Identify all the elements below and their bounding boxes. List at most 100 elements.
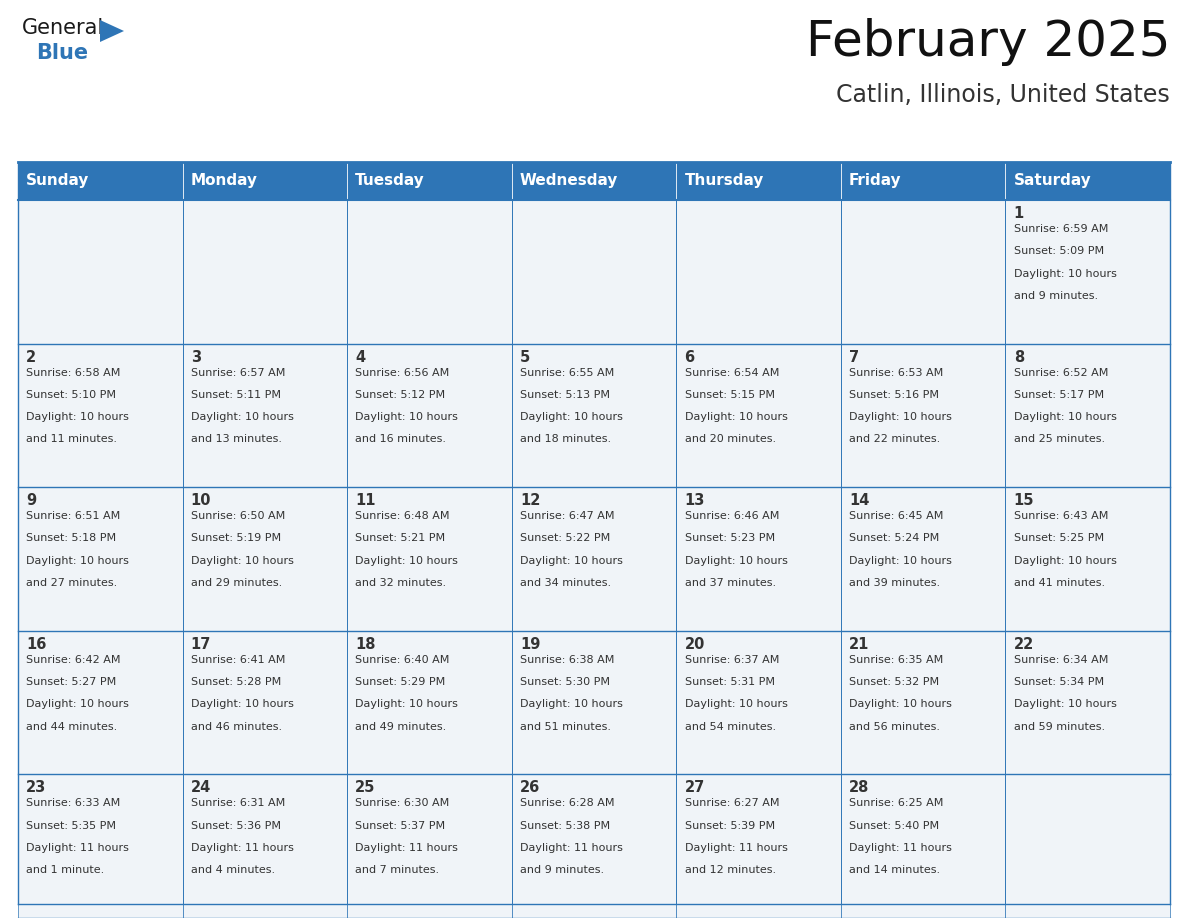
Text: Sunrise: 6:34 AM: Sunrise: 6:34 AM [1013, 655, 1108, 665]
Text: 16: 16 [26, 637, 46, 652]
Text: and 22 minutes.: and 22 minutes. [849, 434, 941, 444]
Text: Sunrise: 6:53 AM: Sunrise: 6:53 AM [849, 367, 943, 377]
Bar [1005, 487, 1170, 631]
Text: Daylight: 10 hours: Daylight: 10 hours [191, 555, 293, 565]
Text: Daylight: 11 hours: Daylight: 11 hours [191, 843, 293, 853]
Text: Sunrise: 6:30 AM: Sunrise: 6:30 AM [355, 799, 449, 809]
Bar [18, 343, 183, 487]
Text: Sunrise: 6:47 AM: Sunrise: 6:47 AM [520, 511, 614, 521]
Bar [18, 200, 183, 343]
Text: Daylight: 11 hours: Daylight: 11 hours [355, 843, 459, 853]
Bar [18, 162, 183, 200]
Text: and 54 minutes.: and 54 minutes. [684, 722, 776, 732]
Text: Sunset: 5:24 PM: Sunset: 5:24 PM [849, 533, 940, 543]
Text: 18: 18 [355, 637, 375, 652]
Text: Daylight: 10 hours: Daylight: 10 hours [26, 555, 129, 565]
Text: and 9 minutes.: and 9 minutes. [520, 865, 604, 875]
Text: Daylight: 11 hours: Daylight: 11 hours [849, 843, 952, 853]
Text: Sunset: 5:09 PM: Sunset: 5:09 PM [1013, 246, 1104, 256]
Bar [676, 487, 841, 631]
Text: Thursday: Thursday [684, 174, 764, 188]
Text: Daylight: 10 hours: Daylight: 10 hours [849, 412, 952, 422]
Bar [347, 343, 512, 487]
Bar [676, 162, 841, 200]
Text: Sunset: 5:10 PM: Sunset: 5:10 PM [26, 390, 116, 400]
Bar [512, 775, 676, 918]
Text: Sunset: 5:34 PM: Sunset: 5:34 PM [1013, 677, 1104, 687]
Text: 11: 11 [355, 493, 375, 509]
Bar [676, 775, 841, 918]
Polygon shape [100, 20, 124, 42]
Bar [841, 200, 1005, 343]
Text: and 29 minutes.: and 29 minutes. [191, 578, 282, 588]
Text: Daylight: 10 hours: Daylight: 10 hours [355, 555, 459, 565]
Text: General: General [23, 18, 105, 38]
Bar [183, 487, 347, 631]
Text: February 2025: February 2025 [805, 18, 1170, 66]
Text: Daylight: 10 hours: Daylight: 10 hours [849, 700, 952, 710]
Text: 5: 5 [520, 350, 530, 364]
Text: 4: 4 [355, 350, 366, 364]
Text: Wednesday: Wednesday [520, 174, 618, 188]
Bar [1005, 162, 1170, 200]
Text: 22: 22 [1013, 637, 1034, 652]
Text: 2: 2 [26, 350, 37, 364]
Text: Sunset: 5:36 PM: Sunset: 5:36 PM [191, 821, 280, 831]
Text: 7: 7 [849, 350, 859, 364]
Bar [1005, 775, 1170, 918]
Text: 20: 20 [684, 637, 704, 652]
Text: Sunrise: 6:38 AM: Sunrise: 6:38 AM [520, 655, 614, 665]
Text: Daylight: 11 hours: Daylight: 11 hours [26, 843, 129, 853]
Text: Sunset: 5:39 PM: Sunset: 5:39 PM [684, 821, 775, 831]
Text: Daylight: 10 hours: Daylight: 10 hours [191, 412, 293, 422]
Text: Sunrise: 6:37 AM: Sunrise: 6:37 AM [684, 655, 779, 665]
Text: Sunset: 5:13 PM: Sunset: 5:13 PM [520, 390, 609, 400]
Text: 23: 23 [26, 780, 46, 795]
Bar [512, 631, 676, 775]
Text: Daylight: 10 hours: Daylight: 10 hours [355, 700, 459, 710]
Text: and 27 minutes.: and 27 minutes. [26, 578, 118, 588]
Text: Sunrise: 6:42 AM: Sunrise: 6:42 AM [26, 655, 121, 665]
Text: and 4 minutes.: and 4 minutes. [191, 865, 274, 875]
Text: Friday: Friday [849, 174, 902, 188]
Bar [347, 631, 512, 775]
Text: and 7 minutes.: and 7 minutes. [355, 865, 440, 875]
Bar [18, 775, 183, 918]
Text: 27: 27 [684, 780, 704, 795]
Text: Sunrise: 6:52 AM: Sunrise: 6:52 AM [1013, 367, 1108, 377]
Text: and 18 minutes.: and 18 minutes. [520, 434, 611, 444]
Text: Sunset: 5:25 PM: Sunset: 5:25 PM [1013, 533, 1104, 543]
Text: Daylight: 10 hours: Daylight: 10 hours [684, 555, 788, 565]
Text: 15: 15 [1013, 493, 1035, 509]
Text: Daylight: 11 hours: Daylight: 11 hours [520, 843, 623, 853]
Bar [512, 162, 676, 200]
Text: Sunset: 5:37 PM: Sunset: 5:37 PM [355, 821, 446, 831]
Text: Daylight: 10 hours: Daylight: 10 hours [1013, 555, 1117, 565]
Text: 3: 3 [191, 350, 201, 364]
Text: Sunrise: 6:43 AM: Sunrise: 6:43 AM [1013, 511, 1108, 521]
Text: Sunrise: 6:58 AM: Sunrise: 6:58 AM [26, 367, 121, 377]
Text: and 34 minutes.: and 34 minutes. [520, 578, 611, 588]
Text: 6: 6 [684, 350, 695, 364]
Text: 14: 14 [849, 493, 870, 509]
Text: Sunset: 5:29 PM: Sunset: 5:29 PM [355, 677, 446, 687]
Text: 26: 26 [520, 780, 541, 795]
Text: and 25 minutes.: and 25 minutes. [1013, 434, 1105, 444]
Text: Sunset: 5:31 PM: Sunset: 5:31 PM [684, 677, 775, 687]
Text: Daylight: 10 hours: Daylight: 10 hours [849, 555, 952, 565]
Text: Sunset: 5:27 PM: Sunset: 5:27 PM [26, 677, 116, 687]
Text: Sunset: 5:38 PM: Sunset: 5:38 PM [520, 821, 611, 831]
Bar [347, 162, 512, 200]
Bar [676, 200, 841, 343]
Text: Daylight: 10 hours: Daylight: 10 hours [520, 700, 623, 710]
Text: Sunset: 5:15 PM: Sunset: 5:15 PM [684, 390, 775, 400]
Text: Sunset: 5:17 PM: Sunset: 5:17 PM [1013, 390, 1104, 400]
Text: Sunset: 5:32 PM: Sunset: 5:32 PM [849, 677, 940, 687]
Text: 21: 21 [849, 637, 870, 652]
Text: 25: 25 [355, 780, 375, 795]
Bar [183, 343, 347, 487]
Text: Sunrise: 6:45 AM: Sunrise: 6:45 AM [849, 511, 943, 521]
Text: Sunset: 5:22 PM: Sunset: 5:22 PM [520, 533, 611, 543]
Bar [1005, 343, 1170, 487]
Text: Daylight: 10 hours: Daylight: 10 hours [1013, 412, 1117, 422]
